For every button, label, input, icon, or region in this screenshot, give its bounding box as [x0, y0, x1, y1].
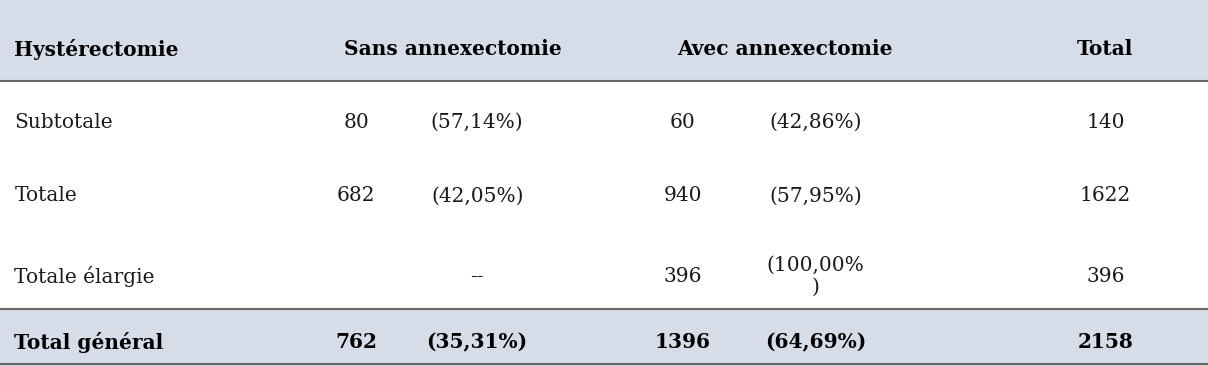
Bar — [0, 309, 1208, 366]
Text: (35,31%): (35,31%) — [426, 332, 528, 352]
Text: (42,05%): (42,05%) — [431, 186, 523, 205]
Text: 1622: 1622 — [1080, 186, 1131, 205]
Text: 80: 80 — [343, 113, 370, 132]
Text: 60: 60 — [669, 113, 696, 132]
Text: (57,14%): (57,14%) — [431, 113, 523, 132]
Bar — [0, 0, 1208, 81]
Text: (64,69%): (64,69%) — [765, 332, 866, 352]
Text: (42,86%): (42,86%) — [769, 113, 861, 132]
Text: (57,95%): (57,95%) — [769, 186, 861, 205]
Text: Sans annexectomie: Sans annexectomie — [344, 40, 562, 59]
Text: (100,00%
): (100,00% ) — [767, 256, 864, 297]
Text: Avec annexectomie: Avec annexectomie — [678, 40, 893, 59]
Text: Totale élargie: Totale élargie — [14, 266, 155, 287]
Text: 940: 940 — [663, 186, 702, 205]
Text: Totale: Totale — [14, 186, 77, 205]
Text: Total: Total — [1078, 40, 1133, 59]
Text: 762: 762 — [336, 332, 377, 352]
Text: --: -- — [470, 267, 484, 286]
Text: 396: 396 — [663, 267, 702, 286]
Text: 396: 396 — [1086, 267, 1125, 286]
Text: 1396: 1396 — [655, 332, 710, 352]
Text: Total général: Total général — [14, 332, 164, 353]
Text: 682: 682 — [337, 186, 376, 205]
Text: Hystérectomie: Hystérectomie — [14, 39, 179, 60]
Text: Subtotale: Subtotale — [14, 113, 114, 132]
Text: 2158: 2158 — [1078, 332, 1133, 352]
Text: 140: 140 — [1086, 113, 1125, 132]
